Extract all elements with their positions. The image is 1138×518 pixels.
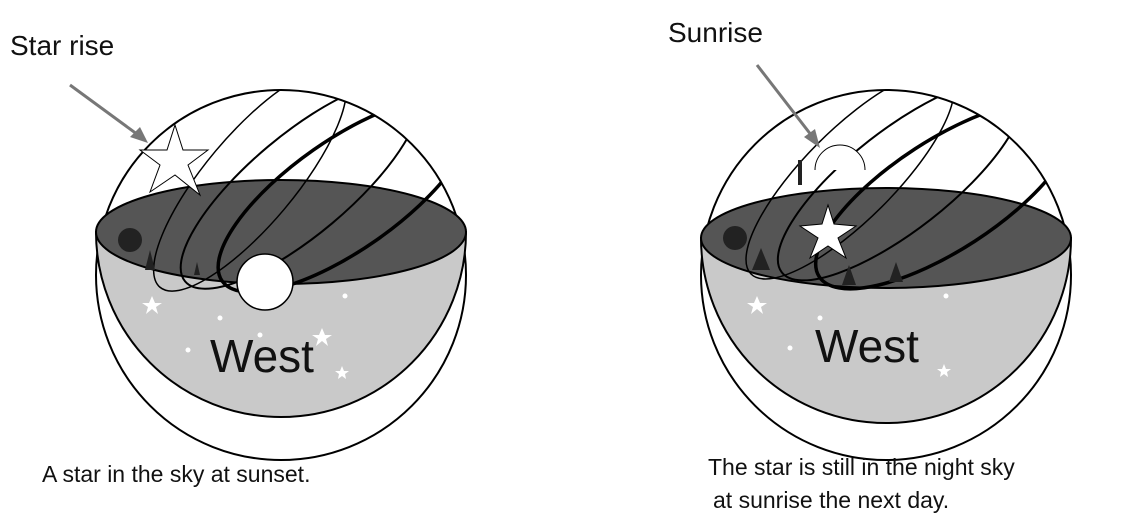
sphere-right xyxy=(701,44,1101,460)
region-label: West xyxy=(815,320,919,372)
region-label: West xyxy=(210,330,314,382)
caption: A star in the sky at sunset. xyxy=(42,461,310,487)
diagram: Star rise West A star in the sky at suns… xyxy=(0,0,1138,518)
sphere-left xyxy=(70,44,499,460)
label: Star rise xyxy=(10,30,114,61)
label: Sunrise xyxy=(668,17,763,48)
caption: at sunrise the next day. xyxy=(713,487,949,513)
caption: The star is still in the night sky xyxy=(708,454,1015,480)
